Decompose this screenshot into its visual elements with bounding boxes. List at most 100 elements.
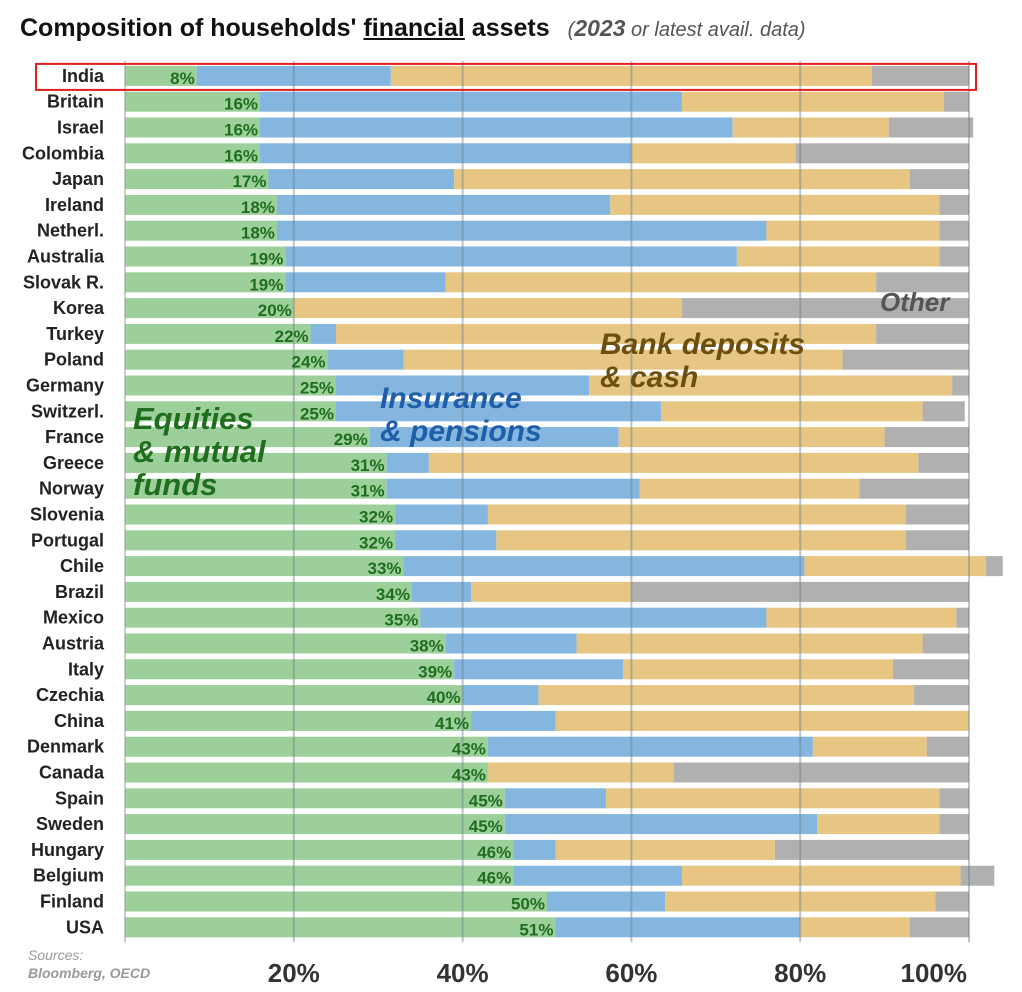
value-label-denmark: 43%	[452, 740, 486, 759]
bar-bank-chile	[804, 556, 986, 577]
category-label-hungary: Hungary	[31, 840, 104, 860]
bar-bank-india	[390, 65, 872, 86]
category-label-china: China	[54, 711, 105, 731]
title-note-rest: or latest avail. data)	[625, 19, 806, 41]
bar-equities-italy	[125, 659, 455, 680]
bar-insurance-brazil	[411, 581, 472, 602]
bar-other-mexico	[956, 607, 969, 628]
category-label-canada: Canada	[39, 763, 105, 783]
category-label-korea: Korea	[53, 298, 105, 318]
sources-note: Sources: Bloomberg, OECD	[28, 946, 150, 982]
equities-label-line2: & mutual	[133, 434, 266, 469]
equities-label-line1: Equities	[133, 401, 254, 436]
category-label-slovenia: Slovenia	[30, 505, 105, 525]
category-label-belgium: Belgium	[33, 866, 104, 886]
bar-bank-italy	[622, 659, 894, 680]
bar-other-chile	[985, 556, 1003, 577]
value-label-britain: 16%	[224, 95, 258, 114]
value-label-brazil: 34%	[376, 585, 410, 604]
category-label-brazil: Brazil	[55, 582, 104, 602]
bar-insurance-austria	[445, 633, 577, 654]
bar-equities-usa	[125, 917, 556, 938]
bar-other-italy	[893, 659, 969, 680]
bar-bank-finland	[665, 891, 936, 912]
bar-equities-poland	[125, 349, 328, 370]
category-label-ireland: Ireland	[45, 195, 104, 215]
bar-other-canada	[673, 762, 969, 783]
bar-insurance-denmark	[487, 736, 813, 757]
value-label-slovenia: 32%	[359, 508, 393, 527]
value-label-finland: 50%	[511, 895, 545, 914]
bar-equities-spain	[125, 788, 505, 809]
bar-insurance-colombia	[260, 143, 632, 164]
bar-bank-norway	[639, 478, 860, 499]
bar-equities-norway	[125, 478, 387, 499]
title-note: (2023 or latest avail. data)	[567, 15, 806, 41]
insurance-label-line1: Insurance	[380, 382, 522, 415]
sources-line1: Sources:	[28, 947, 84, 963]
category-label-israel: Israel	[57, 118, 104, 138]
bar-other-norway	[859, 478, 969, 499]
bar-equities-switzerl	[125, 401, 336, 422]
bar-insurance-slovak-r	[285, 272, 446, 293]
value-label-ireland: 18%	[241, 198, 275, 217]
value-label-france: 29%	[334, 430, 368, 449]
bar-other-australia	[939, 246, 969, 267]
bar-other-sweden	[939, 814, 969, 835]
category-label-spain: Spain	[55, 788, 104, 808]
title-main-post: assets	[464, 14, 550, 42]
highlight-box-india	[35, 62, 977, 91]
bar-other-usa	[909, 917, 969, 938]
value-label-hungary: 46%	[477, 843, 511, 862]
category-label-britain: Britain	[47, 92, 104, 112]
value-label-czechia: 40%	[427, 688, 461, 707]
bar-equities-hungary	[125, 839, 514, 860]
bar-insurance-france	[369, 427, 619, 448]
bar-insurance-switzerl	[336, 401, 661, 422]
bar-equities-india	[125, 65, 197, 86]
value-label-greece: 31%	[351, 456, 385, 475]
category-label-turkey: Turkey	[46, 324, 104, 344]
bar-equities-israel	[125, 117, 261, 138]
bar-other-spain	[939, 788, 969, 809]
bar-insurance-japan	[268, 169, 455, 190]
bar-insurance-usa	[555, 917, 801, 938]
title-note-open: (	[567, 19, 575, 41]
other-series-label: Other	[880, 287, 950, 317]
value-label-colombia: 16%	[224, 146, 258, 165]
bar-equities-mexico	[125, 607, 421, 628]
bar-insurance-sweden	[504, 814, 818, 835]
value-label-sweden: 45%	[469, 817, 503, 836]
category-labels-layer: India Britain Israel Colombia Japan Ireland Ne…	[22, 66, 105, 937]
value-label-australia: 19%	[249, 250, 283, 269]
sources-line2: Bloomberg, OECD	[28, 965, 151, 981]
bar-insurance-chile	[403, 556, 805, 577]
bars-layer	[125, 65, 1003, 938]
value-label-usa: 51%	[519, 920, 553, 939]
bar-equities-canada	[125, 762, 488, 783]
bar-other-korea	[682, 298, 969, 319]
bar-insurance-spain	[504, 788, 607, 809]
category-label-netherl: Netherl.	[37, 221, 104, 241]
bar-equities-britain	[125, 91, 261, 112]
bar-insurance-israel	[260, 117, 733, 138]
bar-bank-mexico	[766, 607, 957, 628]
bar-bank-colombia	[631, 143, 796, 164]
bar-other-israel	[888, 117, 974, 138]
value-label-slovak-r: 19%	[249, 275, 283, 294]
category-label-denmark: Denmark	[27, 737, 105, 757]
bar-bank-usa	[800, 917, 910, 938]
category-label-india: India	[62, 66, 105, 86]
bar-bank-spain	[606, 788, 940, 809]
category-label-mexico: Mexico	[43, 608, 104, 628]
bar-insurance-finland	[547, 891, 666, 912]
value-label-austria: 38%	[410, 637, 444, 656]
bank-series-label: Bank deposits & cash	[600, 328, 805, 394]
title-main-pre: Composition of households'	[20, 14, 364, 42]
bar-insurance-italy	[454, 659, 623, 680]
bar-other-poland	[842, 349, 969, 370]
bar-equities-brazil	[125, 581, 412, 602]
bar-equities-denmark	[125, 736, 488, 757]
category-label-greece: Greece	[43, 453, 104, 473]
bar-insurance-mexico	[420, 607, 767, 628]
